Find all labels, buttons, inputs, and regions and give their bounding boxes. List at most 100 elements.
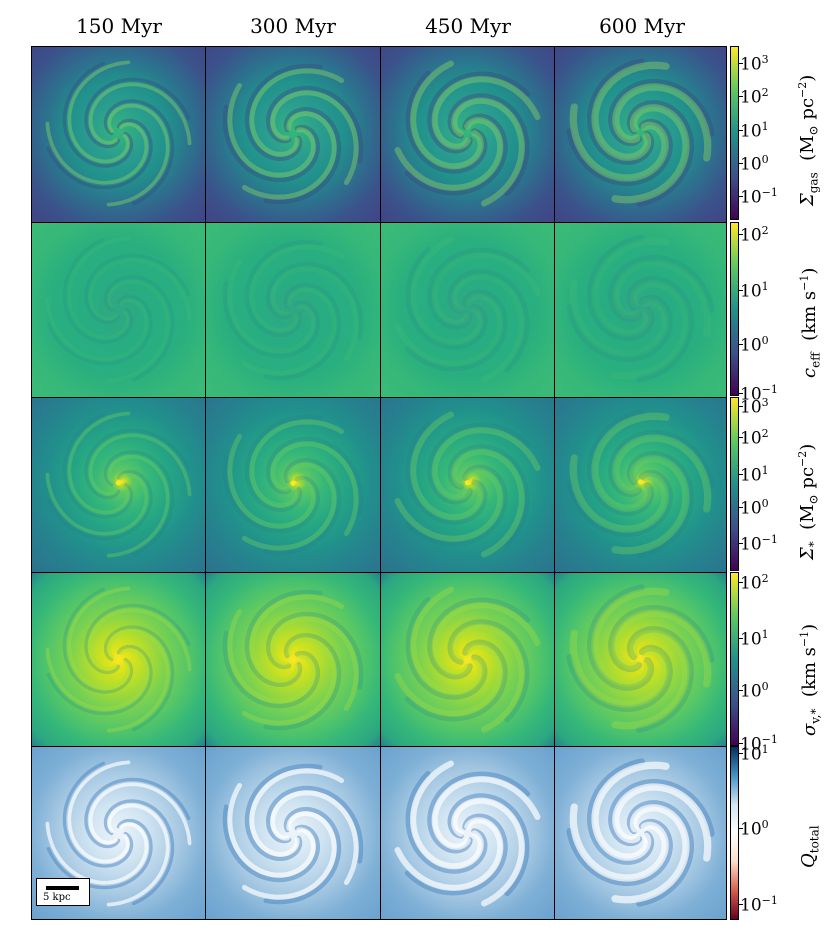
spiral-arm bbox=[608, 255, 715, 323]
spiral-arm bbox=[612, 434, 712, 513]
spiral-arm bbox=[244, 414, 323, 513]
spiral-arm bbox=[62, 61, 134, 168]
colorbar-tick-label: 100 bbox=[740, 817, 769, 840]
colorbar-tick-mark bbox=[738, 289, 743, 291]
colorbar-tick-mark bbox=[738, 473, 743, 475]
spiral-arm bbox=[265, 436, 364, 515]
panel-row2-col3 bbox=[554, 397, 727, 573]
colorbar-tick-label: 102 bbox=[740, 86, 769, 109]
spiral-arm bbox=[410, 586, 484, 696]
spiral-arm bbox=[431, 76, 541, 150]
spiral-arm bbox=[46, 118, 153, 190]
colorbar-tick-mark bbox=[738, 543, 743, 545]
spiral-arm bbox=[451, 273, 525, 383]
spiral-arm bbox=[612, 609, 712, 688]
spiral-arm bbox=[431, 252, 541, 326]
panel-row3-col0 bbox=[31, 572, 206, 747]
spiral-arm bbox=[569, 103, 669, 182]
spiral-arm bbox=[106, 803, 170, 907]
spiral-arm bbox=[222, 630, 321, 709]
spiral-arm bbox=[591, 761, 670, 861]
spiral-arm bbox=[405, 421, 488, 525]
colorbar-q-total bbox=[730, 746, 739, 920]
spiral-arm bbox=[270, 616, 359, 712]
spiral-arm bbox=[263, 457, 342, 556]
spiral-arm bbox=[249, 768, 345, 857]
colorbar-tick-mark bbox=[738, 690, 743, 692]
spiral-arms bbox=[45, 236, 192, 383]
spiral-arm bbox=[222, 280, 321, 359]
colorbar-tick-mark bbox=[738, 162, 743, 164]
galaxy-core bbox=[637, 479, 644, 485]
spiral-arm bbox=[241, 111, 337, 200]
spiral-arm bbox=[611, 455, 690, 555]
spiral-arm bbox=[244, 763, 323, 862]
spiral-arm bbox=[404, 639, 508, 722]
spiral-arm bbox=[45, 121, 149, 185]
spiral-arm bbox=[222, 804, 321, 883]
colorbar-tick-label: 100 bbox=[740, 333, 769, 356]
spiral-arm bbox=[566, 294, 673, 362]
label-c-eff: ceff (km s−1) bbox=[798, 267, 823, 378]
spiral-arm bbox=[270, 441, 359, 537]
spiral-arm bbox=[103, 275, 175, 382]
colorbar-tick-label: 103 bbox=[740, 53, 769, 76]
spiral-arms bbox=[222, 763, 364, 905]
spiral-arms bbox=[222, 239, 364, 381]
colorbar-tick-label: 101 bbox=[740, 119, 769, 142]
spiral-arm bbox=[84, 253, 191, 325]
spiral-arm bbox=[62, 412, 134, 519]
spiral-arm bbox=[84, 603, 191, 675]
spiral-arm bbox=[404, 113, 508, 196]
spiral-arm bbox=[103, 625, 175, 732]
spiral-arm bbox=[67, 586, 131, 690]
spiral-arm bbox=[405, 596, 488, 700]
spiral-arm bbox=[405, 70, 488, 174]
spiral-arm bbox=[447, 619, 530, 723]
spiral-arm bbox=[611, 104, 690, 204]
spiral-arm bbox=[263, 106, 342, 205]
panel-row1-col3 bbox=[554, 222, 727, 398]
spiral-arm bbox=[427, 422, 531, 505]
colorbar-tick-label: 100 bbox=[740, 496, 769, 519]
colorbar-tick-label: 103 bbox=[740, 395, 769, 418]
spiral-arm bbox=[265, 785, 364, 864]
colorbar-tick-mark bbox=[738, 234, 743, 236]
spiral-arm bbox=[265, 261, 364, 340]
spiral-arm bbox=[46, 644, 153, 716]
panel-row4-col3 bbox=[554, 746, 727, 920]
panel-row0-col0 bbox=[31, 46, 206, 223]
colorbar-tick-label: 102 bbox=[740, 427, 769, 449]
colorbar-tick-mark bbox=[738, 63, 743, 65]
spiral-arm bbox=[626, 276, 694, 383]
spiral-arm bbox=[249, 594, 345, 683]
colorbar-sigma-gas bbox=[730, 46, 739, 220]
spiral-arm bbox=[222, 455, 321, 534]
spiral-arms bbox=[45, 411, 192, 558]
spiral-arms bbox=[566, 758, 715, 907]
spiral-arm bbox=[587, 584, 655, 691]
spiral-arm bbox=[84, 777, 191, 849]
spiral-arm bbox=[394, 643, 504, 717]
spiral-arm bbox=[566, 644, 673, 712]
spiral-arm bbox=[103, 450, 175, 557]
spiral-arm bbox=[394, 117, 504, 191]
spiral-arm bbox=[263, 282, 342, 381]
spiral-arms bbox=[222, 589, 364, 731]
spiral-arms bbox=[394, 760, 541, 907]
spiral-arm bbox=[103, 799, 175, 906]
spiral-arm bbox=[405, 246, 488, 350]
spiral-arms bbox=[566, 584, 715, 733]
spiral-arm bbox=[45, 297, 149, 361]
spiral-arm bbox=[591, 237, 670, 337]
spiral-arm bbox=[591, 587, 670, 687]
spiral-arm bbox=[249, 244, 345, 333]
spiral-arm bbox=[241, 287, 337, 376]
colorbar-tick-label: 102 bbox=[740, 224, 769, 246]
spiral-arm bbox=[222, 104, 321, 183]
spiral-arm bbox=[569, 279, 669, 358]
spiral-arm bbox=[270, 266, 359, 362]
colorbar-tick-mark bbox=[738, 506, 743, 508]
label-sigma-star: Σ* (M⊙ pc−2) bbox=[796, 443, 821, 560]
spiral-arm bbox=[106, 103, 170, 207]
